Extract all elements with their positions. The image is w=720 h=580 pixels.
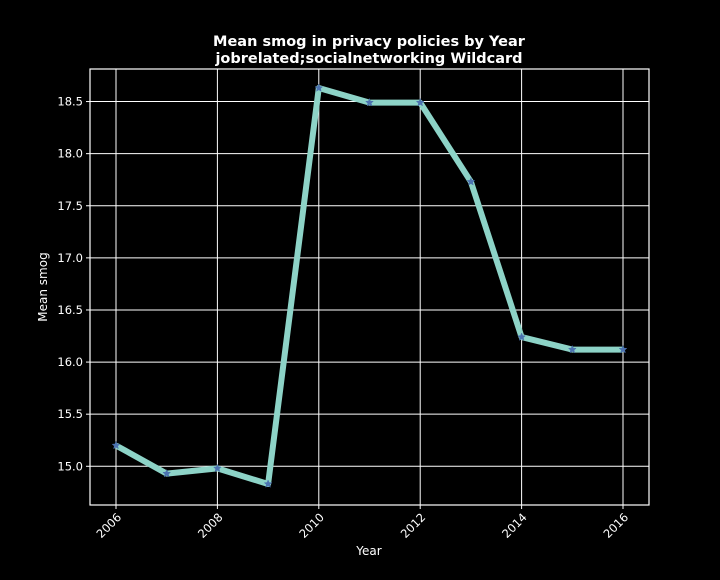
y-axis-ticks: 15.0 15.5 16.0 16.5 17.0 17.5 18.0 18.5 [57,95,90,473]
data-point-marker [618,344,628,354]
axes-frame [89,68,650,506]
y-tick-label: 17.0 [57,251,83,265]
y-tick-label: 16.0 [57,355,83,369]
data-point-marker [263,479,273,488]
data-point-marker [365,97,374,107]
plot-area [90,69,649,505]
data-point-marker [517,332,527,341]
grid [90,69,649,505]
data-point-marker [111,440,121,450]
y-tick-label: 16.5 [57,303,83,317]
chart-title: Mean smog in privacy policies by Year [213,34,526,50]
data-point-marker [314,83,324,92]
x-axis-label: Year [355,544,381,558]
y-tick-label: 17.5 [57,199,83,213]
series-layer [111,83,628,488]
data-point-marker [212,463,222,473]
data-point-marker [415,97,425,107]
y-tick-label: 15.0 [57,459,83,473]
data-point-marker [567,344,577,354]
y-tick-label: 18.5 [57,95,83,109]
data-point-marker [162,468,172,478]
y-axis-label: Mean smog [36,252,50,321]
data-point-marker [466,177,476,186]
y-tick-label: 18.0 [57,147,83,161]
chart-subtitle: jobrelated;socialnetworking Wildcard [214,51,522,67]
y-tick-label: 15.5 [57,407,83,421]
plot-frame [89,68,650,506]
